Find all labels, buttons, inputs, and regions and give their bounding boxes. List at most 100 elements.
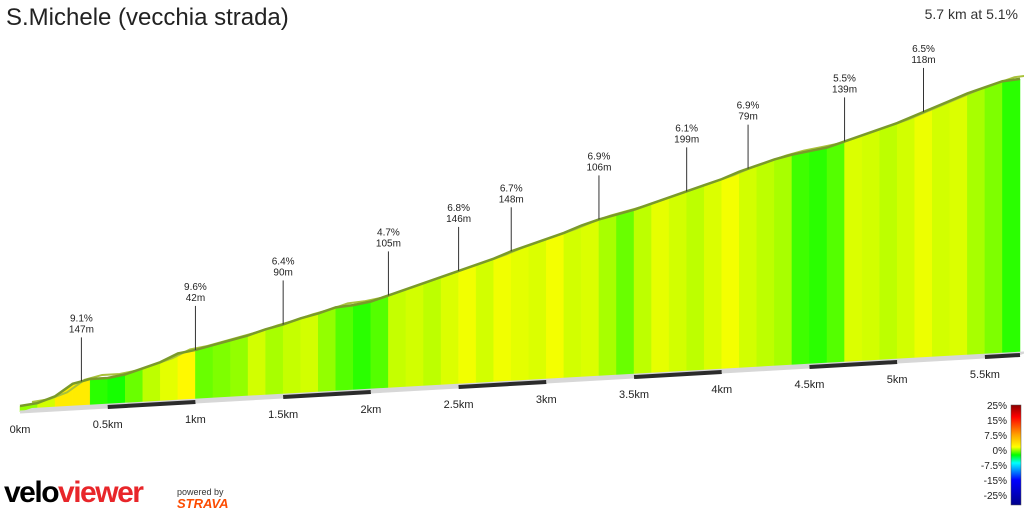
profile-segment (949, 93, 968, 360)
distance-tick-label: 1.5km (268, 409, 298, 421)
annotation-length: 90m (273, 267, 292, 278)
legend-label: 15% (987, 416, 1007, 427)
profile-segment (739, 165, 758, 372)
profile-segment (686, 184, 705, 375)
profile-segment (510, 244, 530, 385)
annotation-gradient: 9.1% (70, 313, 93, 324)
profile-outline (19, 74, 1024, 408)
profile-segment (546, 232, 565, 383)
chart-title: S.Michele (vecchia strada) (6, 4, 289, 31)
distance-marker-block (721, 365, 810, 374)
annotation-gradient: 6.5% (912, 44, 935, 55)
profile-segment (861, 128, 880, 365)
distance-tick-label: 5.5km (970, 369, 1000, 381)
distance-marker-block (195, 395, 284, 404)
profile-segment (353, 301, 372, 394)
profile-segment (212, 339, 231, 402)
annotation-gradient: 9.6% (184, 282, 207, 293)
annotation-length: 79m (738, 112, 757, 123)
profile-segment (335, 304, 354, 395)
distance-tick-label: 5km (887, 374, 908, 386)
profile-segment (984, 80, 1003, 358)
annotation-gradient: 6.9% (588, 151, 611, 162)
distance-axis: 0km 0.5km 1km 1.5km 2km 2.5km 3km 3.5km 4km 4.5km… (10, 369, 1000, 436)
powered-by-text: powered by (177, 487, 224, 497)
profile-segment (282, 317, 301, 398)
legend-label: 25% (987, 401, 1007, 412)
profile-segments (19, 78, 1021, 413)
distance-marker-block (19, 405, 108, 414)
profile-segment (247, 328, 266, 400)
logo-part-velo: velo (4, 476, 60, 509)
profile-segment (967, 86, 986, 359)
legend-label: -25% (984, 491, 1007, 502)
annotation-gradient: 5.5% (833, 73, 856, 84)
profile-segment (195, 344, 214, 403)
profile-segment (668, 191, 687, 376)
profile-segment (826, 141, 845, 367)
annotation-gradient: 4.7% (377, 227, 400, 238)
profile-segment (177, 349, 196, 404)
profile-segment (774, 154, 793, 370)
profile-segment (791, 150, 810, 369)
veloviewer-logo[interactable]: veloviewer (4, 476, 144, 509)
profile-segment (581, 219, 600, 381)
profile-segment (879, 122, 898, 364)
profile-segment (651, 197, 670, 377)
distance-marker-block (984, 353, 1021, 359)
strava-logo[interactable]: STRAVA (177, 496, 229, 511)
profile-segment (458, 264, 477, 388)
annotation-length: 106m (586, 162, 611, 173)
profile-top-line (19, 77, 1021, 408)
distance-marker-block (546, 375, 635, 384)
legend-label: 0% (993, 446, 1008, 457)
profile-segment (107, 374, 126, 408)
profile-annotations: 9.1%147m 9.6%42m 6.4%90m 4.7%105m 6.8%146m 6.… (69, 44, 936, 382)
profile-segment (896, 115, 915, 363)
distance-tick-label: 2.5km (444, 399, 474, 411)
annotation-length: 146m (446, 214, 471, 225)
profile-segment (809, 147, 828, 368)
distance-tick-label: 3km (536, 394, 557, 406)
legend-color-bar (1010, 404, 1022, 506)
profile-segment (703, 178, 723, 374)
profile-segment (423, 276, 442, 390)
profile-segment (633, 203, 652, 378)
logo-part-viewer: viewer (58, 476, 144, 509)
annotation-gradient: 6.4% (272, 256, 295, 267)
distance-tick-label: 4.5km (794, 379, 824, 391)
annotation-length: 118m (911, 55, 935, 66)
profile-segment (1002, 78, 1021, 357)
legend-label: 7.5% (984, 431, 1007, 442)
profile-segment (317, 307, 337, 396)
annotation-length: 42m (186, 293, 205, 304)
annotation-gradient: 6.9% (737, 101, 760, 112)
profile-segment (721, 171, 740, 373)
profile-segment (528, 238, 547, 384)
profile-segment (616, 209, 635, 379)
annotation-length: 147m (69, 324, 94, 335)
profile-segment (914, 107, 933, 362)
distance-marker-block (633, 370, 722, 379)
distance-tick-label: 4km (711, 384, 732, 396)
distance-marker-block (458, 380, 547, 389)
distance-tick-label: 1km (185, 414, 206, 426)
annotation-gradient: 6.7% (500, 183, 523, 194)
distance-marker-block (809, 360, 898, 369)
profile-segment (844, 134, 863, 366)
annotation-length: 139m (832, 84, 857, 95)
profile-segment (932, 100, 951, 361)
gradient-legend: 25% 15% 7.5% 0% -7.5% -15% -25% (981, 401, 1022, 506)
profile-segment (598, 214, 617, 380)
distance-marker-block (107, 400, 196, 409)
legend-label: -7.5% (981, 461, 1007, 472)
annotation-gradient: 6.8% (447, 203, 470, 214)
distance-marker-block (283, 390, 371, 399)
profile-segment (493, 250, 512, 386)
distance-marker-block (370, 385, 459, 394)
profile-segment (388, 288, 407, 392)
profile-segment (563, 225, 582, 382)
profile-segment (300, 313, 319, 397)
profile-segment (265, 324, 284, 399)
climb-summary: 5.7 km at 5.1% (924, 6, 1018, 22)
